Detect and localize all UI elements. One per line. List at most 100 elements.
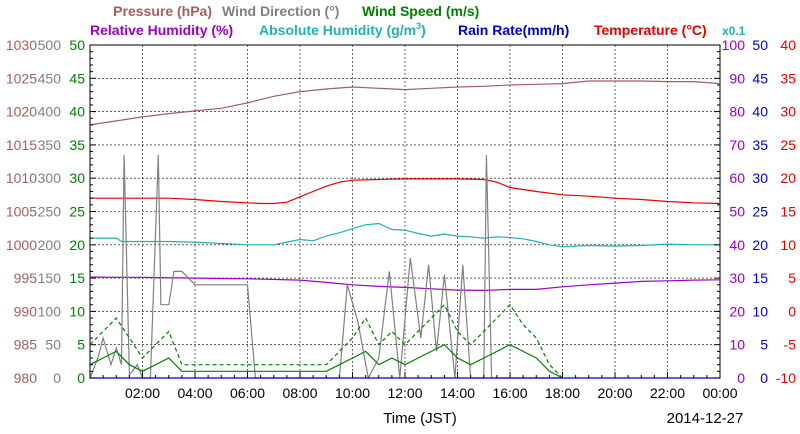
y-tick-label-pressure: 1010	[6, 170, 37, 186]
y-tick-label-rain-rate: 5	[760, 337, 768, 353]
y-tick-label-relative-humidity: 50	[729, 204, 745, 220]
y-tick-label-wind-speed: 30	[69, 170, 85, 186]
y-tick-label-rain-rate: 30	[752, 170, 768, 186]
y-tick-label-relative-humidity: 100	[722, 37, 746, 53]
y-tick-label-temperature: 20	[780, 170, 796, 186]
y-tick-label-temperature: -5	[784, 337, 797, 353]
y-tick-label-relative-humidity: 90	[729, 70, 745, 86]
legend-scale-note: x0.1	[722, 24, 746, 38]
y-tick-label-wind-speed: 35	[69, 137, 85, 153]
y-tick-label-wind-direction: 100	[38, 303, 62, 319]
y-tick-label-wind-direction: 350	[38, 137, 62, 153]
y-tick-label-temperature: 30	[780, 104, 796, 120]
y-tick-label-wind-direction: 50	[45, 337, 61, 353]
x-tick-label: 20:00	[597, 385, 632, 401]
series-line	[89, 303, 563, 379]
y-tick-label-wind-direction: 0	[53, 370, 61, 386]
x-tick-label: 00:00	[702, 385, 737, 401]
y-tick-label-temperature: 5	[788, 270, 796, 286]
y-tick-label-wind-direction: 500	[38, 37, 62, 53]
y-tick-label-rain-rate: 25	[752, 204, 768, 220]
y-tick-label-wind-speed: 15	[69, 270, 85, 286]
y-tick-label-rain-rate: 15	[752, 270, 768, 286]
y-tick-label-temperature: -10	[776, 370, 796, 386]
y-tick-label-pressure: 1015	[6, 137, 37, 153]
legend-absolute-humidity: Absolute Humidity (g/m3)	[259, 21, 426, 38]
y-tick-label-wind-speed: 20	[69, 237, 85, 253]
date-label: 2014-12-27	[667, 410, 744, 427]
y-tick-label-pressure: 1020	[6, 104, 37, 120]
y-tick-label-rain-rate: 20	[752, 237, 768, 253]
y-tick-label-pressure: 990	[14, 303, 38, 319]
x-tick-label: 10:00	[335, 385, 370, 401]
y-tick-label-wind-direction: 250	[38, 204, 62, 220]
x-tick-label: 12:00	[387, 385, 422, 401]
y-tick-label-temperature: 40	[780, 37, 796, 53]
y-tick-label-pressure: 1030	[6, 37, 37, 53]
y-tick-label-relative-humidity: 20	[729, 303, 745, 319]
y-tick-label-temperature: 25	[780, 137, 796, 153]
y-tick-label-wind-direction: 300	[38, 170, 62, 186]
y-tick-label-relative-humidity: 60	[729, 170, 745, 186]
y-tick-label-pressure: 985	[14, 337, 38, 353]
x-tick-label: 04:00	[177, 385, 212, 401]
grid	[90, 45, 720, 378]
y-tick-label-wind-direction: 150	[38, 270, 62, 286]
y-tick-label-pressure: 1005	[6, 204, 37, 220]
y-tick-label-pressure: 1025	[6, 70, 37, 86]
y-tick-label-relative-humidity: 30	[729, 270, 745, 286]
series-line	[89, 80, 721, 126]
series-line	[89, 276, 721, 292]
series-layer	[89, 80, 721, 380]
series-line	[89, 343, 563, 379]
legend-absolute-humidity-tail: )	[421, 22, 426, 38]
legend-relative-humidity: Relative Humidity (%)	[90, 22, 233, 38]
y-tick-label-rain-rate: 40	[752, 104, 768, 120]
x-axis-title: Time (JST)	[383, 410, 457, 427]
y-tick-label-relative-humidity: 0	[737, 370, 745, 386]
y-tick-label-rain-rate: 35	[752, 137, 768, 153]
legend-temperature: Temperature (°C)	[594, 22, 707, 38]
legend-absolute-humidity-sup: 3	[416, 21, 421, 31]
legend-rain-rate: Rain Rate(mm/h)	[458, 22, 569, 38]
y-tick-label-relative-humidity: 40	[729, 237, 745, 253]
y-tick-label-temperature: 15	[780, 204, 796, 220]
y-tick-label-rain-rate: 50	[752, 37, 768, 53]
y-tick-label-wind-direction: 200	[38, 237, 62, 253]
x-tick-label: 22:00	[650, 385, 685, 401]
x-tick-label: 02:00	[125, 385, 160, 401]
y-tick-label-rain-rate: 45	[752, 70, 768, 86]
y-tick-label-temperature: 0	[788, 303, 796, 319]
y-tick-label-temperature: 35	[780, 70, 796, 86]
y-tick-label-wind-speed: 25	[69, 204, 85, 220]
y-tick-label-relative-humidity: 70	[729, 137, 745, 153]
y-tick-label-wind-direction: 450	[38, 70, 62, 86]
x-tick-label: 14:00	[440, 385, 475, 401]
y-tick-label-pressure: 1000	[6, 237, 37, 253]
x-tick-label: 18:00	[545, 385, 580, 401]
y-tick-label-wind-speed: 0	[77, 370, 85, 386]
legend-wind-direction: Wind Direction (°)	[222, 3, 339, 19]
x-tick-label: 08:00	[282, 385, 317, 401]
x-tick-label: 06:00	[230, 385, 265, 401]
series-line	[90, 222, 720, 248]
y-tick-label-wind-speed: 5	[77, 337, 85, 353]
legend-absolute-humidity-text: Absolute Humidity (g/m	[259, 22, 416, 38]
y-tick-label-wind-direction: 400	[38, 104, 62, 120]
x-tick-label: 16:00	[492, 385, 527, 401]
y-tick-label-wind-speed: 10	[69, 303, 85, 319]
y-tick-label-rain-rate: 10	[752, 303, 768, 319]
axes-layer: 02:00 04:00 06:00 08:00 10:00 12:00 14:00 16:00…	[6, 37, 796, 401]
legend-row-1: Pressure (hPa)	[113, 3, 212, 19]
y-tick-label-wind-speed: 45	[69, 70, 85, 86]
legend-pressure: Pressure (hPa)	[113, 3, 212, 19]
y-tick-label-temperature: 10	[780, 237, 796, 253]
y-tick-label-relative-humidity: 10	[729, 337, 745, 353]
legend-wind-speed: Wind Speed (m/s)	[362, 3, 479, 19]
y-tick-label-rain-rate: 0	[760, 370, 768, 386]
y-tick-label-pressure: 980	[14, 370, 38, 386]
series-line	[90, 178, 721, 205]
y-tick-label-pressure: 995	[14, 270, 38, 286]
y-tick-label-relative-humidity: 80	[729, 104, 745, 120]
